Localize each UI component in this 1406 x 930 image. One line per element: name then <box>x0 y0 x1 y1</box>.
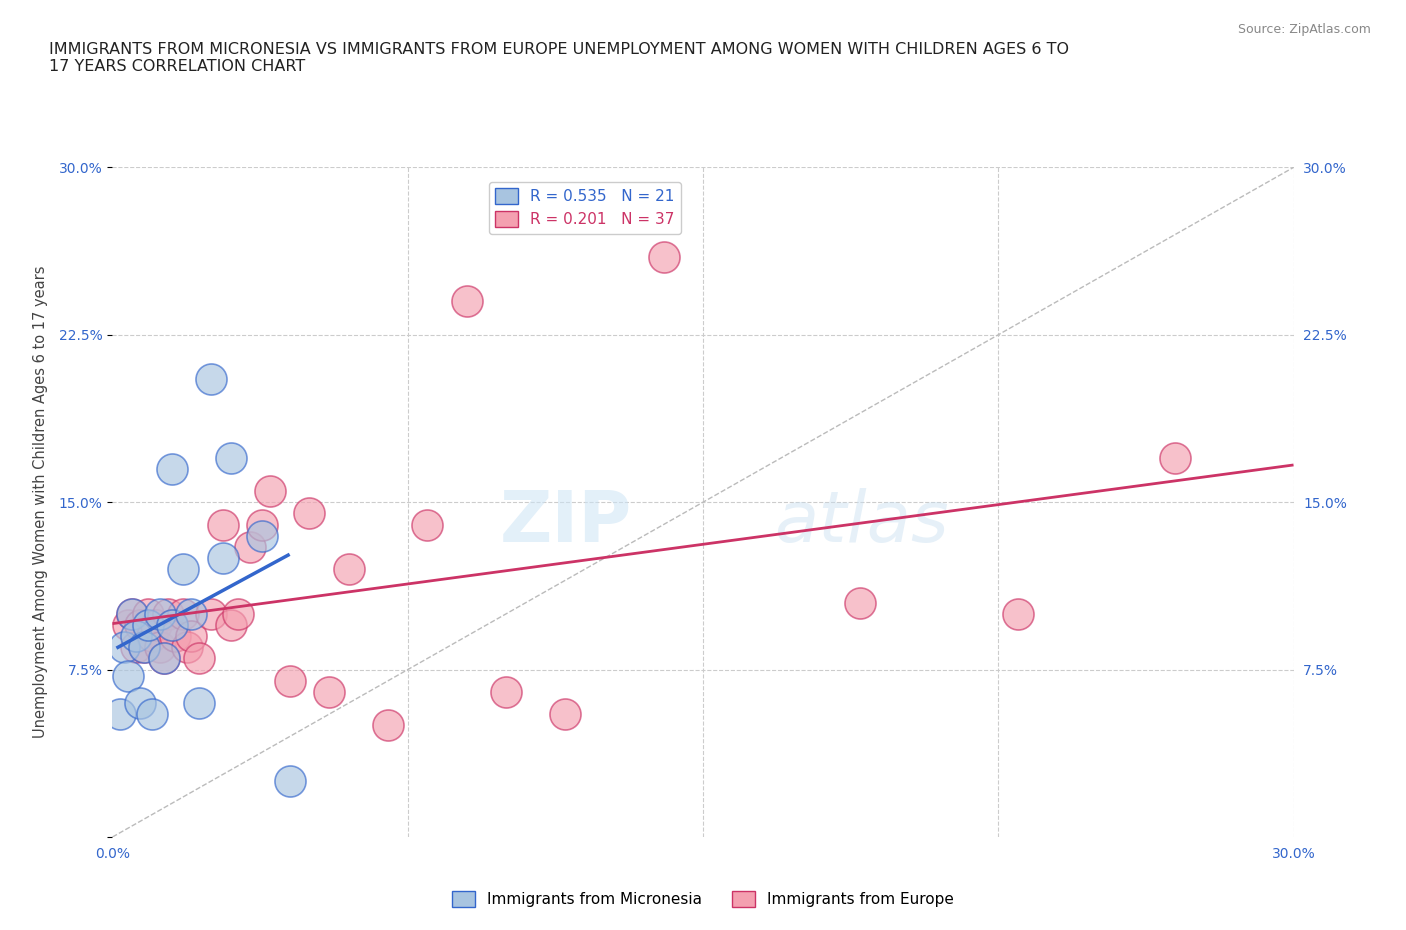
Point <box>156 606 179 621</box>
Point <box>121 606 143 621</box>
Y-axis label: Unemployment Among Women with Children Ages 6 to 17 years: Unemployment Among Women with Children A… <box>32 266 48 738</box>
Point <box>495 684 517 699</box>
Point <box>141 629 163 644</box>
Point <box>188 651 211 666</box>
Point <box>136 618 159 632</box>
Legend: Immigrants from Micronesia, Immigrants from Europe: Immigrants from Micronesia, Immigrants f… <box>446 884 960 913</box>
Point <box>141 707 163 722</box>
Point <box>416 517 439 532</box>
Point <box>200 606 222 621</box>
Point <box>318 684 340 699</box>
Point <box>125 640 148 655</box>
Point <box>129 618 152 632</box>
Point <box>200 372 222 387</box>
Point <box>149 606 172 621</box>
Point <box>211 517 233 532</box>
Point <box>132 640 155 655</box>
Point <box>219 618 242 632</box>
Point <box>160 461 183 476</box>
Point <box>121 606 143 621</box>
Point <box>188 696 211 711</box>
Point <box>298 506 321 521</box>
Point <box>1007 606 1029 621</box>
Point <box>278 774 301 789</box>
Text: atlas: atlas <box>773 488 949 557</box>
Point <box>110 707 132 722</box>
Text: ZIP: ZIP <box>501 488 633 557</box>
Point <box>849 595 872 610</box>
Point <box>132 640 155 655</box>
Point <box>259 484 281 498</box>
Point <box>152 651 174 666</box>
Point <box>456 294 478 309</box>
Point <box>250 528 273 543</box>
Text: Source: ZipAtlas.com: Source: ZipAtlas.com <box>1237 23 1371 36</box>
Point <box>136 606 159 621</box>
Point <box>160 618 183 632</box>
Point <box>172 606 194 621</box>
Point <box>219 450 242 465</box>
Text: IMMIGRANTS FROM MICRONESIA VS IMMIGRANTS FROM EUROPE UNEMPLOYMENT AMONG WOMEN WI: IMMIGRANTS FROM MICRONESIA VS IMMIGRANTS… <box>49 42 1069 74</box>
Point <box>180 606 202 621</box>
Point <box>180 629 202 644</box>
Point <box>337 562 360 577</box>
Point <box>165 629 187 644</box>
Point <box>652 249 675 264</box>
Point <box>152 651 174 666</box>
Point <box>377 718 399 733</box>
Point <box>554 707 576 722</box>
Point <box>250 517 273 532</box>
Point <box>172 562 194 577</box>
Point <box>149 640 172 655</box>
Point <box>117 669 139 684</box>
Point <box>160 618 183 632</box>
Point <box>129 696 152 711</box>
Point <box>145 618 167 632</box>
Point <box>211 551 233 565</box>
Point <box>125 629 148 644</box>
Point <box>239 539 262 554</box>
Legend: R = 0.535   N = 21, R = 0.201   N = 37: R = 0.535 N = 21, R = 0.201 N = 37 <box>489 181 681 233</box>
Point <box>117 618 139 632</box>
Point <box>112 640 135 655</box>
Point <box>1164 450 1187 465</box>
Point <box>176 640 198 655</box>
Point <box>278 673 301 688</box>
Point <box>228 606 250 621</box>
